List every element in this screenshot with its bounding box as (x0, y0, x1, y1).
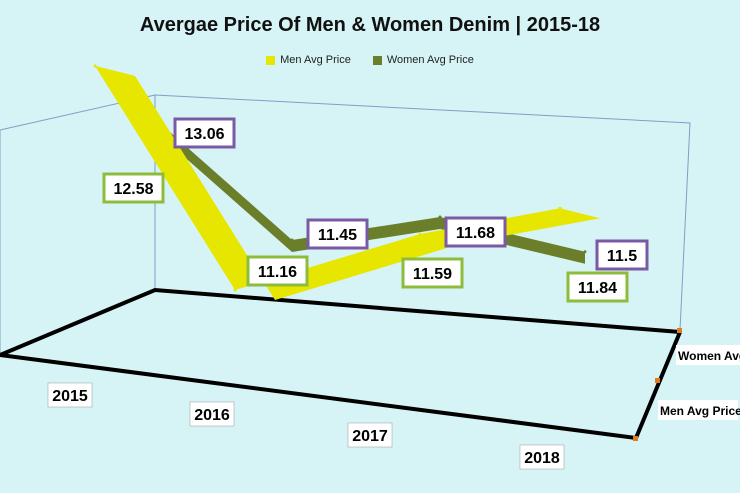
category-tick-label-1: 2016 (194, 407, 230, 424)
men-data-label-3-text: 11.84 (578, 280, 617, 297)
legend: Men Avg Price Women Avg Price (0, 54, 740, 66)
men-data-label-2: 11.59 (401, 257, 464, 289)
women-data-label-1-text: 11.45 (318, 227, 357, 244)
men-series-ribbon (95, 65, 600, 300)
depth-label-1: Men Avg Price (660, 404, 740, 418)
women-data-label-2-text: 11.68 (456, 225, 495, 242)
depth-label-0: Women Avg Price (678, 349, 740, 363)
women-series-ribbon-point-1 (290, 238, 294, 242)
women-series-ribbon-point-2 (438, 215, 442, 219)
men-data-label-1-box (246, 255, 309, 287)
men-series-ribbon-point-0 (93, 64, 97, 68)
women-data-label-3: 11.5 (595, 239, 649, 271)
men-data-label-0: 12.58 (102, 172, 165, 204)
women-data-label-0-box (173, 117, 236, 149)
legend-label-women: Women Avg Price (386, 54, 474, 66)
legend-swatch-men (266, 55, 276, 65)
women-data-label-3-box (595, 239, 649, 271)
men-data-label-1: 11.16 (246, 255, 309, 287)
depth-tick-1 (655, 378, 660, 383)
men-series-ribbon-point-3 (558, 206, 562, 210)
legend-item-women: Women Avg Price (372, 54, 474, 66)
floor-front-edge (0, 331, 682, 441)
legend-swatch-women (372, 55, 382, 65)
men-series-ribbon-point-1 (233, 288, 237, 292)
depth-label-box-0 (676, 345, 740, 365)
men-data-label-0-box (102, 172, 165, 204)
depth-label-box-1 (658, 400, 738, 420)
men-data-label-3: 11.84 (566, 271, 629, 303)
category-tick-box-1 (189, 401, 235, 427)
category-tick-box-3 (519, 444, 565, 470)
women-data-label-3-text: 11.5 (607, 248, 637, 265)
legend-label-men: Men Avg Price (280, 54, 351, 66)
floor-back-edge (0, 287, 681, 357)
women-series-ribbon-point-3 (583, 250, 587, 254)
depth-tick-0 (677, 328, 682, 333)
women-data-label-1: 11.45 (306, 218, 369, 250)
legend-item-men: Men Avg Price (266, 54, 351, 66)
category-tick-box-0 (47, 382, 93, 408)
category-tick-box-2 (347, 422, 393, 448)
women-data-label-2: 11.68 (444, 216, 507, 248)
men-series-ribbon-point-2 (418, 232, 422, 236)
men-data-label-2-text: 11.59 (413, 266, 452, 283)
women-data-label-0-text: 13.06 (184, 126, 224, 143)
men-data-label-2-box (401, 257, 464, 289)
men-data-label-0-text: 12.58 (113, 181, 153, 198)
category-tick-label-0: 2015 (52, 388, 88, 405)
men-data-label-3-box (566, 271, 629, 303)
women-data-label-0: 13.06 (173, 117, 236, 149)
depth-tick-2 (633, 436, 638, 441)
men-data-label-1-text: 11.16 (258, 264, 297, 281)
women-data-label-1-box (306, 218, 369, 250)
back-wall-outline (0, 94, 691, 331)
category-tick-label-2: 2017 (352, 428, 388, 445)
chart-title: Avergae Price Of Men & Women Denim | 201… (139, 14, 601, 36)
women-data-label-2-box (444, 216, 507, 248)
category-tick-label-3: 2018 (524, 450, 560, 467)
